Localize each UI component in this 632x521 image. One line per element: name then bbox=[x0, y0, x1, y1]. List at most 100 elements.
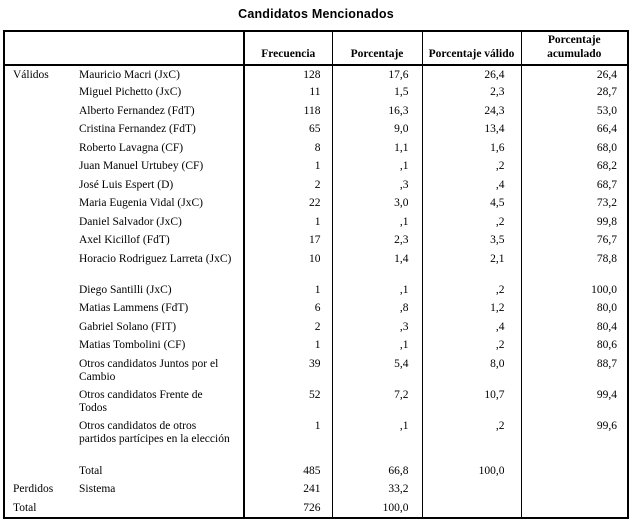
cell-cumulative-percent bbox=[520, 462, 628, 481]
cell-percent: 16,3 bbox=[331, 102, 422, 121]
cell-percent: 33,2 bbox=[331, 480, 422, 499]
cell-percent: 5,4 bbox=[331, 355, 422, 386]
cell-valid-percent: ,2 bbox=[421, 213, 521, 232]
row-group-label: Perdidos bbox=[13, 483, 54, 495]
table-row: Cristina Fernandez (FdT) 65 9,0 13,4 66,4 bbox=[4, 120, 628, 139]
cell-cumulative-percent: 78,8 bbox=[520, 250, 628, 281]
cell-frequency: 128 bbox=[243, 65, 332, 84]
cell-valid-percent: 1,2 bbox=[421, 299, 521, 318]
row-label: Gabriel Solano (FIT) bbox=[79, 320, 177, 333]
table-row: Juan Manuel Urtubey (CF) 1,1,2 68,2 bbox=[4, 157, 628, 176]
table-row: Válidos Mauricio Macri (JxC) 128 17,6 26,4 26… bbox=[4, 65, 628, 84]
cell-valid-percent: ,2 bbox=[421, 157, 521, 176]
cell-percent: ,1 bbox=[331, 417, 422, 462]
cell-frequency: 52 bbox=[243, 386, 332, 417]
cell-cumulative-percent: 66,4 bbox=[520, 120, 628, 139]
table-row: Daniel Salvador (JxC) 1,1,2 99,8 bbox=[4, 213, 628, 232]
cell-frequency: 11 bbox=[243, 83, 332, 102]
cell-cumulative-percent: 76,7 bbox=[520, 231, 628, 250]
cell-valid-percent: ,4 bbox=[421, 176, 521, 195]
table-row: Perdidos Sistema 241 33,2 bbox=[4, 480, 628, 499]
cell-cumulative-percent bbox=[520, 480, 628, 499]
cell-valid-percent: ,2 bbox=[421, 417, 521, 462]
cell-percent: 7,2 bbox=[331, 386, 422, 417]
cell-valid-percent: 10,7 bbox=[421, 386, 521, 417]
row-label: Mauricio Macri (JxC) bbox=[79, 68, 180, 81]
cell-cumulative-percent: 80,0 bbox=[520, 299, 628, 318]
cell-cumulative-percent bbox=[520, 499, 628, 518]
row-label: Sistema bbox=[79, 483, 116, 495]
cell-valid-percent: ,2 bbox=[421, 336, 521, 355]
cell-percent: 17,6 bbox=[331, 65, 422, 84]
table-row: Otros candidatos Frente de Todos 52 7,2 10,… bbox=[4, 386, 628, 417]
cell-frequency: 10 bbox=[243, 250, 332, 281]
cell-valid-percent: ,2 bbox=[421, 281, 521, 300]
header-row: Frecuencia Porcentaje Porcentaje válido … bbox=[4, 31, 628, 66]
cell-percent: 2,3 bbox=[331, 231, 422, 250]
table-row: Total 485 66,8 100,0 bbox=[4, 462, 628, 481]
corner-cell bbox=[4, 31, 244, 66]
cell-valid-percent bbox=[421, 499, 521, 518]
cell-cumulative-percent: 28,7 bbox=[520, 83, 628, 102]
cell-percent: 66,8 bbox=[331, 462, 422, 481]
cell-percent: ,1 bbox=[331, 336, 422, 355]
cell-frequency: 65 bbox=[243, 120, 332, 139]
cell-percent: 3,0 bbox=[331, 194, 422, 213]
cell-cumulative-percent: 99,8 bbox=[520, 213, 628, 232]
row-label: Horacio Rodriguez Larreta (JxC) bbox=[79, 252, 232, 265]
row-label: Roberto Lavagna (CF) bbox=[79, 141, 184, 154]
row-label: Matias Tombolini (CF) bbox=[79, 339, 186, 351]
table-row: Maria Eugenia Vidal (JxC) 22 3,0 4,5 73,2 bbox=[4, 194, 628, 213]
cell-frequency: 6 bbox=[243, 299, 332, 318]
cell-cumulative-percent: 80,6 bbox=[520, 336, 628, 355]
row-label: Alberto Fernandez (FdT) bbox=[79, 104, 195, 117]
table-row: Diego Santilli (JxC) 1,1,2 100,0 bbox=[4, 281, 628, 300]
cell-frequency: 118 bbox=[243, 102, 332, 121]
cell-valid-percent: 1,6 bbox=[421, 139, 521, 158]
cell-cumulative-percent: 80,4 bbox=[520, 318, 628, 337]
cell-frequency: 17 bbox=[243, 231, 332, 250]
table-row: Otros candidatos Juntos por el Cambio 39 5… bbox=[4, 355, 628, 386]
cell-percent: 1,5 bbox=[331, 83, 422, 102]
cell-frequency: 2 bbox=[243, 176, 332, 195]
cell-frequency: 485 bbox=[243, 462, 332, 481]
row-label: Maria Eugenia Vidal (JxC) bbox=[79, 197, 203, 209]
table-row: Alberto Fernandez (FdT) 118 16,3 24,3 53,0 bbox=[4, 102, 628, 121]
page-title: Candidatos Mencionados bbox=[238, 7, 394, 21]
cell-frequency: 1 bbox=[243, 281, 332, 300]
row-label: Diego Santilli (JxC) bbox=[79, 283, 172, 296]
table-row: Gabriel Solano (FIT) 2,3,4 80,4 bbox=[4, 318, 628, 337]
cell-frequency: 22 bbox=[243, 194, 332, 213]
cell-cumulative-percent: 53,0 bbox=[520, 102, 628, 121]
table-row: Total 726 100,0 bbox=[4, 499, 628, 518]
cell-valid-percent bbox=[421, 480, 521, 499]
table-row: Otros candidatos de otros partidos partí… bbox=[4, 417, 628, 462]
cell-cumulative-percent: 88,7 bbox=[520, 355, 628, 386]
cell-percent: 9,0 bbox=[331, 120, 422, 139]
table-row: Matias Tombolini (CF) 1,1,2 80,6 bbox=[4, 336, 628, 355]
cell-cumulative-percent: 99,4 bbox=[520, 386, 628, 417]
cell-valid-percent: 2,3 bbox=[421, 83, 521, 102]
col-header-cumulative-percent: Porcentaje acumulado bbox=[520, 31, 628, 66]
cell-frequency: 39 bbox=[243, 355, 332, 386]
cell-percent: ,3 bbox=[331, 176, 422, 195]
col-header-valid-percent: Porcentaje válido bbox=[421, 31, 521, 66]
cell-cumulative-percent: 68,7 bbox=[520, 176, 628, 195]
row-label: Otros candidatos de otros partidos partí… bbox=[79, 419, 230, 446]
table-row: Axel Kicillof (FdT) 17 2,3 3,5 76,7 bbox=[4, 231, 628, 250]
cell-frequency: 1 bbox=[243, 417, 332, 462]
table-row: Matias Lammens (FdT) 6,8 1,2 80,0 bbox=[4, 299, 628, 318]
row-group-label: Total bbox=[13, 501, 37, 514]
row-group-label: Válidos bbox=[13, 68, 49, 81]
cell-percent: 1,4 bbox=[331, 250, 422, 281]
cell-valid-percent: 26,4 bbox=[421, 65, 521, 84]
cell-percent: ,3 bbox=[331, 318, 422, 337]
cell-frequency: 8 bbox=[243, 139, 332, 158]
row-label: Cristina Fernandez (FdT) bbox=[79, 123, 196, 135]
cell-percent: 1,1 bbox=[331, 139, 422, 158]
table-row: Roberto Lavagna (CF) 8 1,1 1,6 68,0 bbox=[4, 139, 628, 158]
row-label: Matias Lammens (FdT) bbox=[79, 302, 189, 314]
col-header-frequency: Frecuencia bbox=[243, 31, 332, 66]
cell-valid-percent: 100,0 bbox=[421, 462, 521, 481]
row-label: José Luis Espert (D) bbox=[79, 178, 174, 191]
